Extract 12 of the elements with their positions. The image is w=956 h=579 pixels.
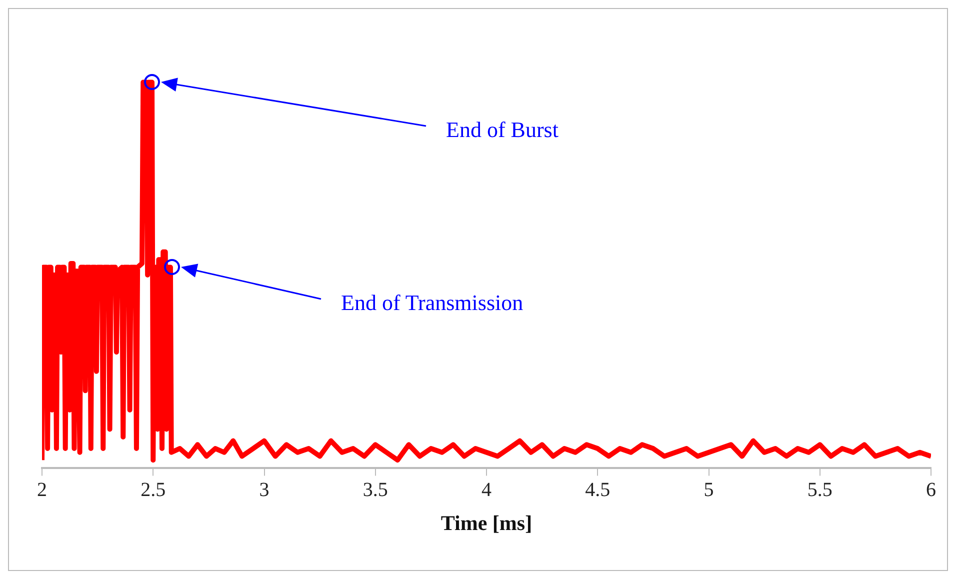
x-tick-label: 6	[926, 479, 936, 502]
x-tick-label: 3.5	[362, 479, 388, 502]
x-tick-label: 4	[482, 479, 492, 502]
x-tick-label: 3	[259, 479, 270, 502]
annotation: End of Burst	[446, 117, 558, 143]
annotation: End of Transmission	[341, 290, 524, 316]
x-tick-label: 5	[704, 479, 714, 502]
x-tick-label: 2	[37, 479, 47, 502]
x-axis-title: Time [ms]	[440, 510, 532, 535]
x-tick-label: 5.5	[807, 479, 832, 502]
x-tick-label: 2.5	[140, 479, 166, 502]
x-tick-label: 4.5	[585, 479, 610, 502]
